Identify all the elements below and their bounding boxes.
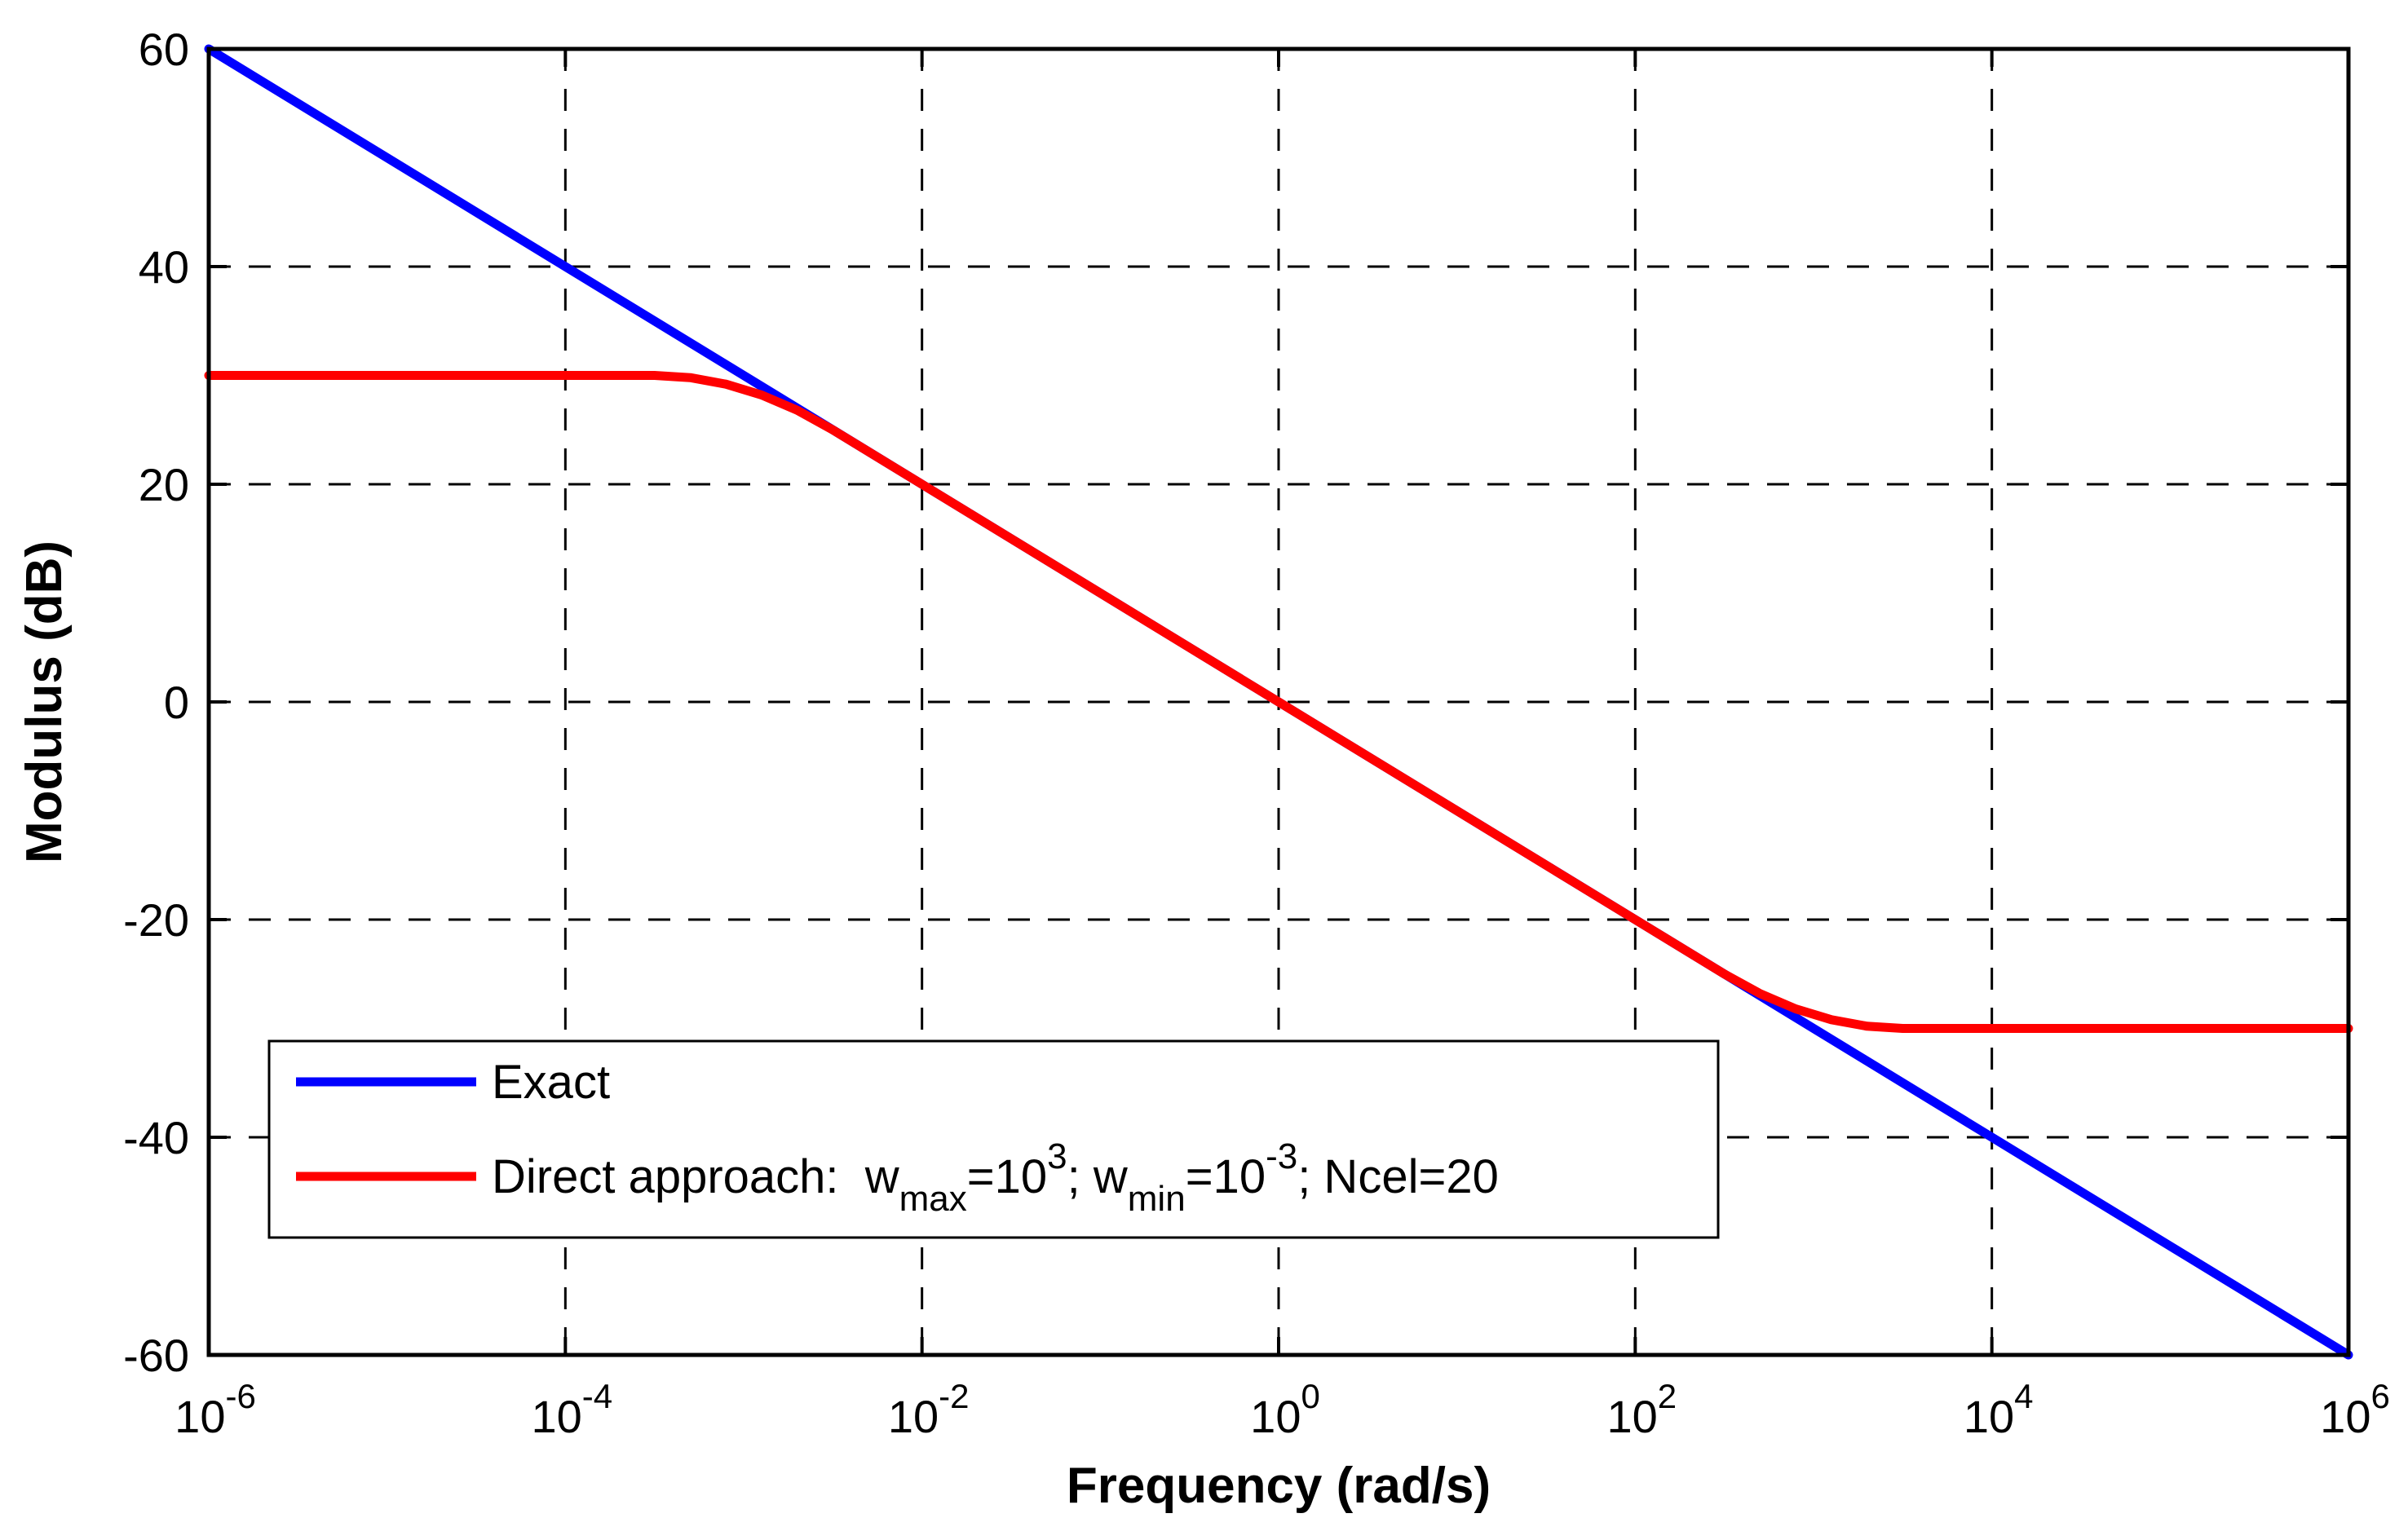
legend-box	[267, 1039, 1720, 1239]
legend-text-segment: =10	[1186, 1150, 1266, 1203]
tick-labels: 10-6 10-4 10-2 100 102 104 106 60 40 20 0 -20 -40 -60	[123, 24, 2390, 1442]
plot-border	[206, 46, 2351, 1357]
y-tick-label: 20	[139, 459, 189, 510]
x-tick-label: 102	[1607, 1377, 1677, 1442]
y-tick-label: 0	[164, 677, 189, 728]
y-tick-label: -40	[123, 1112, 189, 1163]
legend: Exact Direct approach: wmax=103; wmin=10…	[267, 1039, 1720, 1239]
x-tick-label: 104	[1964, 1377, 2034, 1442]
y-tick-label: 60	[139, 24, 189, 75]
x-tick-label: 100	[1250, 1377, 1320, 1442]
data-curves	[204, 44, 2353, 1360]
legend-text-segment: -3	[1266, 1136, 1297, 1176]
y-tick-label: -60	[123, 1330, 189, 1381]
x-tick-label: 10-4	[532, 1377, 613, 1442]
y-tick-label: 40	[139, 241, 189, 293]
legend-text-segment: min	[1128, 1179, 1186, 1219]
x-axis-label: Frequency (rad/s)	[1067, 1458, 1491, 1514]
legend-text-segment: Direct approach: w	[492, 1150, 900, 1203]
x-tick-label: 10-6	[175, 1377, 256, 1442]
legend-label-exact: Exact	[492, 1056, 610, 1109]
curve-direct-approach	[204, 371, 2353, 1033]
y-tick-label: -20	[123, 894, 189, 946]
legend-label-direct-approach: Direct approach: wmax=103; wmin=10-3; Nc…	[492, 1136, 1499, 1219]
legend-text-segment: Exact	[492, 1056, 610, 1109]
legend-text-segment: =10	[967, 1150, 1047, 1203]
legend-text-segment: max	[899, 1179, 967, 1219]
legend-text-segment: ; w	[1067, 1150, 1129, 1203]
y-axis-label: Modulus (dB)	[16, 541, 73, 863]
legend-text-segment: ; Ncel=20	[1297, 1150, 1499, 1203]
legend-text-segment: 3	[1047, 1136, 1067, 1176]
x-tick-label: 106	[2320, 1377, 2390, 1442]
x-tick-label: 10-2	[888, 1377, 970, 1442]
